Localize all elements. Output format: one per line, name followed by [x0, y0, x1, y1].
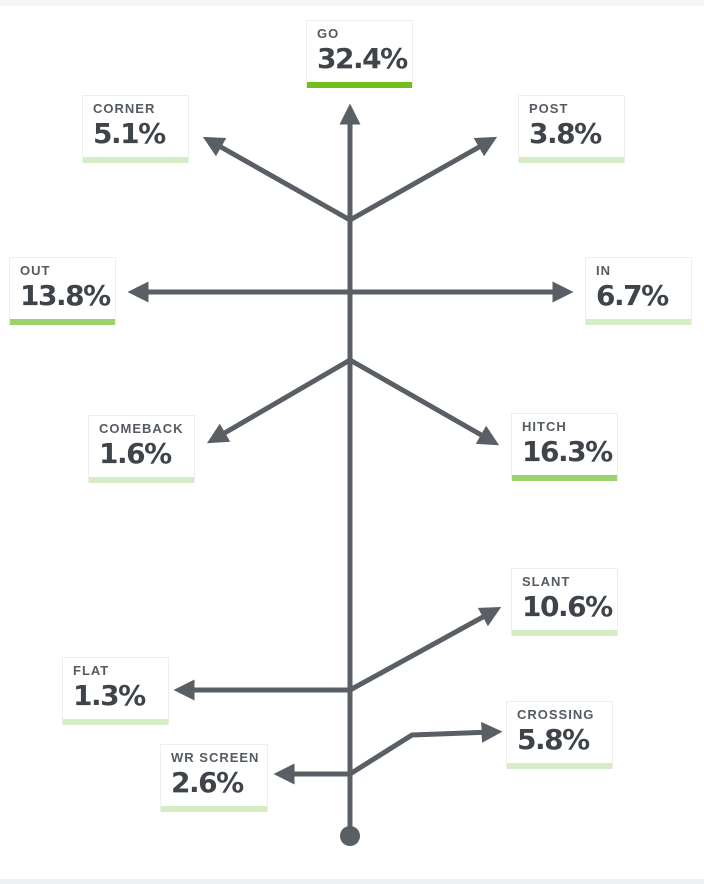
- route-label: COMEBACK: [99, 421, 184, 436]
- route-card-out: OUT 13.8%: [9, 257, 116, 325]
- route-label: WR SCREEN: [171, 750, 260, 765]
- route-origin-dot: [340, 826, 360, 846]
- route-card-corner: CORNER 5.1%: [82, 95, 189, 163]
- route-percentage: 1.6%: [99, 437, 172, 470]
- route-share-bar: [512, 475, 617, 481]
- route-share-bar: [507, 763, 612, 769]
- route-line-crossing: [348, 721, 503, 777]
- route-share-bar: [63, 719, 168, 725]
- route-label: OUT: [20, 263, 51, 278]
- route-share-bar: [89, 477, 194, 483]
- route-label: SLANT: [522, 574, 571, 589]
- route-card-wr-screen: WR SCREEN 2.6%: [160, 744, 268, 812]
- route-card-flat: FLAT 1.3%: [62, 657, 169, 725]
- route-percentage: 1.3%: [73, 679, 146, 712]
- route-line-post: [348, 136, 498, 223]
- route-share-bar: [10, 319, 115, 325]
- route-card-go: GO 32.4%: [306, 20, 413, 88]
- route-label: IN: [596, 263, 611, 278]
- route-card-post: POST 3.8%: [518, 95, 625, 163]
- route-label: CORNER: [93, 101, 156, 116]
- route-line-slant: [348, 606, 502, 693]
- route-share-bar: [83, 157, 188, 163]
- route-label: CROSSING: [517, 707, 595, 722]
- route-label: FLAT: [73, 663, 110, 678]
- bottom-divider: [0, 879, 704, 884]
- route-card-comeback: COMEBACK 1.6%: [88, 415, 195, 483]
- route-share-bar: [586, 319, 691, 325]
- route-percentage: 5.8%: [517, 723, 590, 756]
- route-label: POST: [529, 101, 569, 116]
- route-share-bar: [519, 157, 624, 163]
- route-percentage: 5.1%: [93, 117, 166, 150]
- route-percentage: 3.8%: [529, 117, 602, 150]
- route-share-bar: [161, 806, 267, 812]
- route-percentage: 10.6%: [522, 590, 613, 623]
- route-percentage: 16.3%: [522, 435, 613, 468]
- route-card-in: IN 6.7%: [585, 257, 692, 325]
- route-line-corner: [202, 136, 352, 223]
- route-label: HITCH: [522, 419, 567, 434]
- route-percentage: 2.6%: [171, 766, 244, 799]
- route-percentage: 13.8%: [20, 279, 111, 312]
- route-label: GO: [317, 26, 340, 41]
- route-percentage: 32.4%: [317, 42, 408, 75]
- route-line-hitch: [348, 357, 500, 446]
- route-card-crossing: CROSSING 5.8%: [506, 701, 613, 769]
- route-percentage: 6.7%: [596, 279, 669, 312]
- route-card-hitch: HITCH 16.3%: [511, 413, 618, 481]
- top-divider: [0, 0, 704, 6]
- route-share-bar: [512, 630, 617, 636]
- route-card-slant: SLANT 10.6%: [511, 568, 618, 636]
- route-share-bar: [307, 82, 412, 88]
- route-line-comeback: [206, 357, 352, 444]
